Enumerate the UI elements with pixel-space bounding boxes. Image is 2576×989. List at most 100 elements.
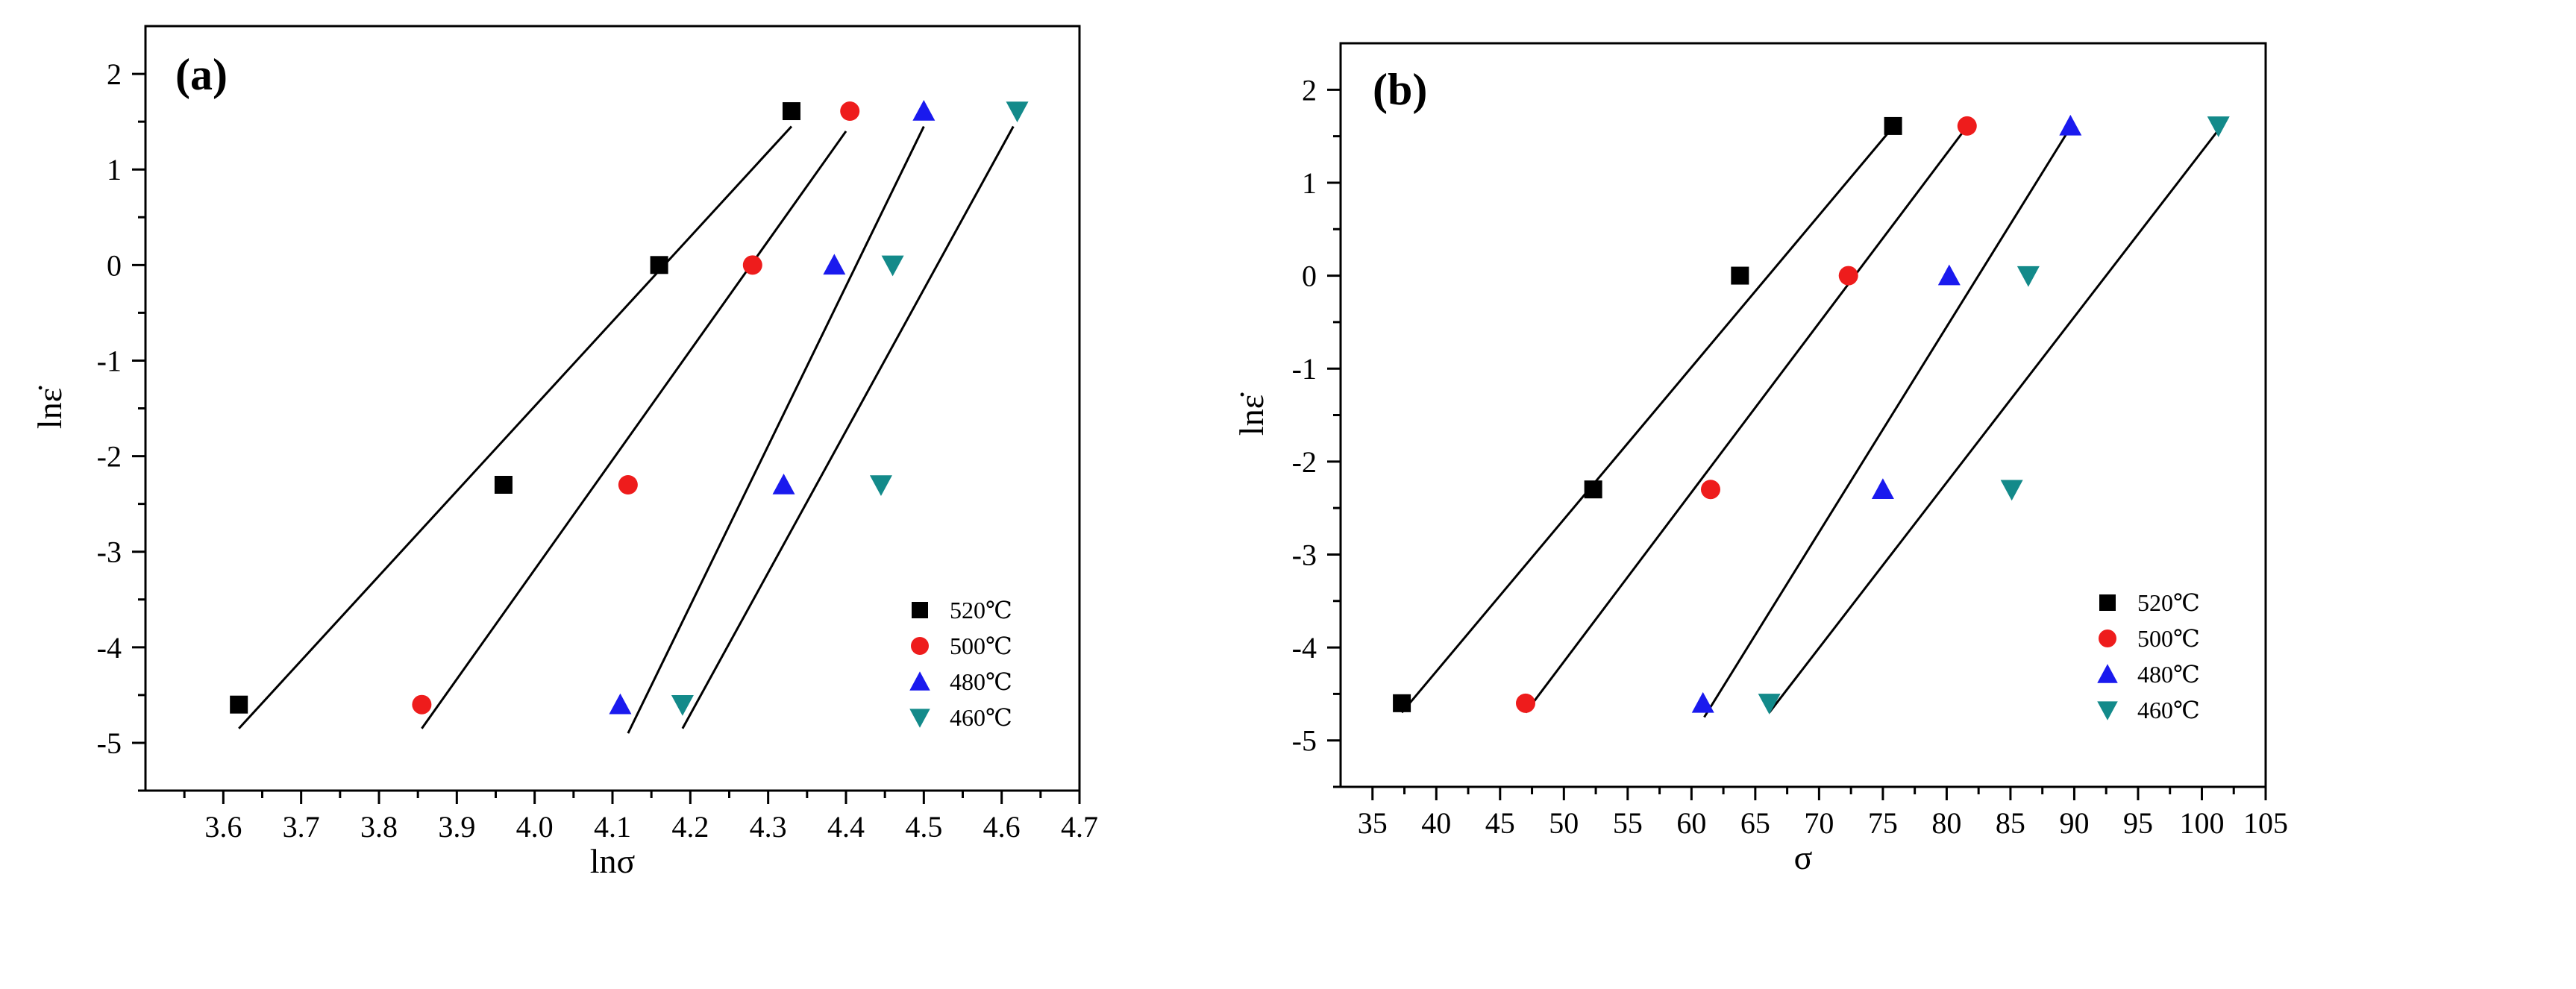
x-tick-label: 4.6	[983, 810, 1021, 844]
x-tick-label: 100	[2179, 806, 2224, 840]
legend-label: 500℃	[2137, 625, 2200, 652]
legend-marker	[2097, 664, 2118, 683]
x-tick-label: 4.3	[750, 810, 787, 844]
y-tick-label: 2	[1302, 73, 1317, 107]
x-tick-label: 35	[1358, 806, 1388, 840]
data-point	[742, 255, 762, 275]
data-point	[609, 693, 632, 715]
fit-line	[681, 125, 1015, 729]
y-tick-label: 1	[1302, 166, 1317, 200]
x-tick-label: 4.2	[671, 810, 709, 844]
x-tick-label: 40	[1421, 806, 1451, 840]
y-tick-label: -1	[1292, 352, 1317, 386]
x-tick-label: 3.8	[360, 810, 398, 844]
data-point	[2016, 266, 2040, 287]
legend-label: 460℃	[2137, 697, 2200, 723]
legend-marker	[912, 602, 928, 618]
x-tick-label: 75	[1868, 806, 1898, 840]
y-tick-label: -3	[97, 536, 122, 569]
fit-line	[238, 125, 793, 729]
x-tick-label: 90	[2059, 806, 2089, 840]
legend-label: 520℃	[950, 597, 1012, 624]
y-axis-title: lnε̇	[31, 386, 69, 429]
data-point	[782, 102, 800, 121]
series-1	[1393, 116, 1902, 714]
data-point	[1516, 693, 1535, 713]
x-tick-label: 4.4	[827, 810, 865, 844]
data-point	[412, 694, 432, 715]
data-point	[1393, 694, 1411, 712]
data-point	[1701, 480, 1720, 500]
data-point	[1731, 266, 1749, 285]
fit-line	[1703, 131, 2069, 718]
y-tick-label: 2	[107, 57, 122, 91]
data-point	[671, 694, 694, 716]
data-point	[2207, 116, 2230, 137]
data-point	[230, 695, 248, 714]
x-tick-label: 60	[1676, 806, 1706, 840]
y-tick-label: -2	[1292, 445, 1317, 479]
data-point	[1937, 264, 1961, 286]
data-point	[494, 476, 513, 494]
x-tick-label: 65	[1740, 806, 1770, 840]
series-4	[671, 101, 1029, 729]
fit-line	[1400, 131, 1890, 714]
y-tick-label: 0	[1302, 260, 1317, 293]
legend-label: 500℃	[950, 632, 1012, 659]
chart-panel-a: 3.6 3.7 3.8 3.9 4.0 4.1 4.2 4.3 4.4 4.5 4.6 4.7 -5 -4…	[31, 25, 1098, 880]
legend: 520℃ 500℃ 480℃ 460℃	[2097, 589, 2200, 723]
data-point	[2059, 114, 2082, 136]
x-axis-title: σ	[1794, 838, 1813, 876]
fit-line	[421, 131, 847, 729]
x-tick-label: 4.1	[594, 810, 631, 844]
series-3	[609, 100, 936, 734]
y-tick-label: -4	[1292, 631, 1317, 665]
series-4	[1758, 116, 2230, 715]
legend-label: 460℃	[950, 704, 1012, 731]
legend-marker	[2097, 701, 2118, 720]
legend-marker	[911, 637, 929, 655]
data-point	[823, 254, 846, 275]
legend-marker	[909, 671, 930, 691]
x-tick-label: 4.0	[516, 810, 554, 844]
series-2	[1516, 116, 1977, 714]
y-axis-title: lnε̇	[1232, 392, 1270, 436]
legend-marker	[2099, 629, 2116, 647]
y-tick-label: -1	[97, 344, 122, 377]
fit-line	[1768, 131, 2219, 714]
legend: 520℃ 500℃ 480℃ 460℃	[909, 597, 1012, 731]
fit-line	[1524, 131, 1964, 714]
fit-line	[627, 125, 925, 734]
y-tick-label: -3	[1292, 538, 1317, 571]
x-tick-label: 3.6	[204, 810, 242, 844]
y-tick-label: 0	[107, 248, 122, 282]
data-point	[1584, 480, 1602, 499]
y-tick-label: -5	[1292, 724, 1317, 758]
data-point	[2000, 480, 2023, 501]
y-tick-label: -2	[97, 440, 122, 474]
x-tick-label: 50	[1549, 806, 1579, 840]
x-tick-label: 4.5	[905, 810, 942, 844]
x-tick-label: 4.7	[1061, 810, 1098, 844]
data-point	[618, 475, 638, 494]
series-3	[1691, 114, 2082, 718]
x-tick-label: 3.7	[283, 810, 320, 844]
y-tick-label: -4	[97, 631, 122, 665]
x-axis-title: lnσ	[590, 842, 636, 880]
x-tick-label: 105	[2243, 806, 2288, 840]
x-tick-label: 95	[2123, 806, 2153, 840]
x-tick-label: 45	[1485, 806, 1515, 840]
legend-marker	[2099, 594, 2116, 611]
legend-label: 480℃	[2137, 661, 2200, 688]
data-point	[1957, 116, 1977, 136]
data-point	[650, 256, 668, 274]
x-tick-label: 55	[1613, 806, 1643, 840]
legend-label: 480℃	[950, 668, 1012, 695]
data-point	[912, 100, 936, 121]
data-point	[869, 475, 892, 496]
data-point	[1006, 101, 1029, 123]
y-tick-label: -5	[97, 726, 122, 760]
data-point	[840, 101, 860, 122]
